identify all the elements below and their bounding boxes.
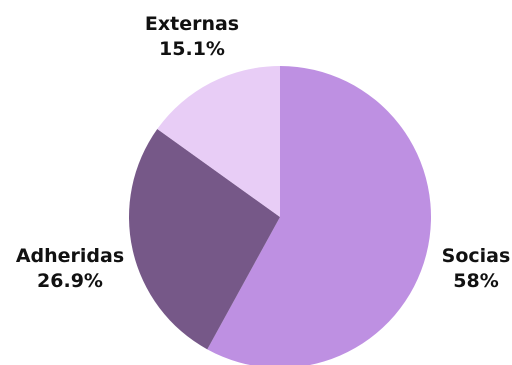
pie-slice-externas [157, 66, 280, 217]
slice-value-socias: 58% [453, 270, 498, 292]
pie-slice-adheridas [128, 129, 280, 350]
slice-label-externas: Externas [145, 13, 239, 35]
slice-value-externas: 15.1% [159, 38, 225, 60]
slice-label-socias: Socias [442, 245, 511, 267]
pie-slice-socias [207, 66, 431, 365]
slice-value-adheridas: 26.9% [37, 270, 103, 292]
slice-label-adheridas: Adheridas [16, 245, 124, 267]
